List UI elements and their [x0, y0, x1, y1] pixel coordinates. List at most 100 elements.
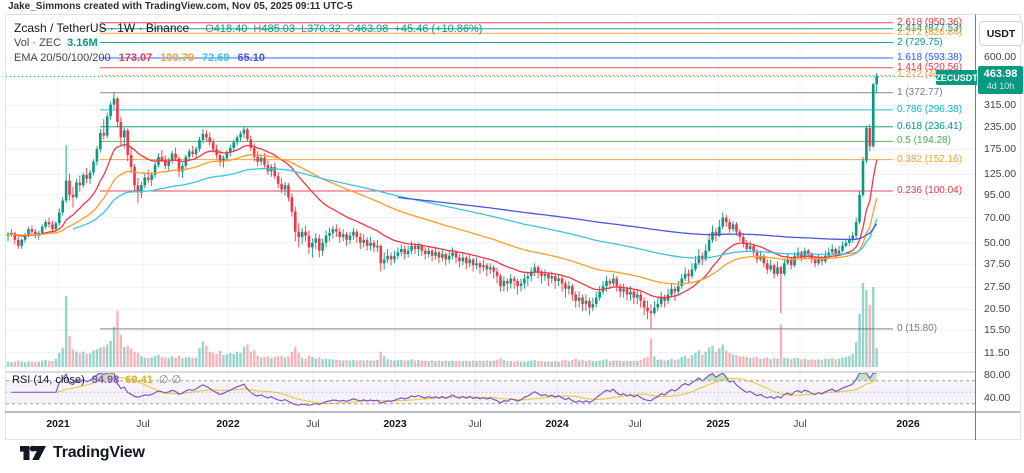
volume-bar	[533, 359, 536, 367]
candle	[406, 250, 410, 255]
candle	[844, 242, 848, 246]
volume-bar	[232, 353, 235, 367]
volume-legend-row[interactable]: Vol · ZEC 3.16M	[14, 37, 98, 49]
ema-legend-row[interactable]: EMA 20/50/100/200 173.07 100.79 72.69 65.10	[14, 52, 265, 64]
volume-bar	[188, 356, 191, 367]
symbol-legend-row[interactable]: Zcash / TetherUS · 1W · Binance O418.40 H4…	[14, 21, 482, 35]
volume-bar	[174, 357, 177, 367]
candle	[868, 128, 872, 147]
candle	[300, 231, 304, 238]
volume-bar	[34, 362, 37, 367]
candle	[622, 288, 625, 292]
currency-unit-button[interactable]: USDT	[979, 21, 1023, 46]
ema200-line	[397, 196, 878, 241]
volume-bar	[646, 356, 649, 367]
candle	[471, 259, 475, 266]
candle	[276, 176, 280, 184]
volume-bar	[389, 359, 393, 367]
candle	[444, 254, 448, 260]
fib-label-2: 2 (729.75)	[897, 36, 943, 48]
volume-bar	[523, 361, 526, 367]
tradingview-footer-link[interactable]: TradingView	[20, 443, 145, 463]
candle	[78, 182, 82, 186]
candle	[88, 172, 92, 179]
price-tick: 20.50	[984, 303, 1011, 316]
rsi-legend-row[interactable]: RSI (14, close) 94.98 69.41 ∅ ∅	[12, 373, 181, 386]
candle	[841, 245, 844, 251]
volume-bar	[417, 359, 420, 367]
candle	[670, 288, 673, 295]
candle	[252, 147, 256, 157]
candle	[581, 297, 584, 305]
volume-bar	[318, 357, 321, 367]
volume-value: 3.16M	[67, 37, 98, 49]
ema50-line	[8, 154, 878, 285]
time-tick-Jul: Jul	[468, 418, 482, 430]
candle	[834, 249, 837, 255]
candle	[304, 231, 307, 236]
candle	[618, 286, 622, 292]
change-value: +45.46 (+10.86%)	[394, 23, 483, 35]
volume-bar	[564, 359, 567, 367]
candle	[71, 194, 75, 198]
candle	[85, 174, 88, 179]
candle	[352, 231, 355, 236]
volume-bar	[338, 359, 341, 367]
volume-bar	[328, 359, 331, 367]
volume-bar	[820, 359, 824, 367]
volume-bar	[677, 359, 680, 367]
volume-bar	[683, 355, 687, 367]
volume-bar	[519, 361, 523, 367]
volume-bar	[489, 361, 492, 367]
candle	[6, 234, 10, 236]
candle	[871, 84, 875, 147]
candle	[160, 156, 164, 160]
volume-bar	[253, 350, 256, 367]
symbol-price-badge: ZECUSDT	[935, 70, 978, 85]
volume-bar	[447, 361, 451, 367]
price-tick: 50.00	[984, 236, 1011, 249]
tradingview-brand-text: TradingView	[53, 444, 145, 461]
candle	[495, 271, 499, 277]
volume-bar	[92, 350, 95, 367]
candle	[769, 265, 772, 270]
candle	[307, 235, 311, 248]
volume-bar	[68, 336, 71, 367]
time-tick-2022: 2022	[216, 418, 240, 430]
chart-canvas[interactable]	[0, 0, 1024, 440]
volume-bar	[752, 357, 755, 367]
candle	[218, 154, 222, 162]
volume-bar	[239, 352, 242, 367]
volume-bar	[577, 360, 581, 367]
volume-bar	[324, 358, 328, 367]
candle	[800, 252, 803, 258]
candle	[75, 182, 78, 198]
fib-label-1.618: 1.618 (593.38)	[897, 51, 963, 63]
candle	[820, 257, 824, 262]
candle	[263, 157, 266, 165]
bar-countdown: 4d 10h	[986, 81, 1015, 91]
volume-bar	[779, 324, 783, 367]
candle	[338, 231, 342, 238]
volume-bar	[129, 348, 133, 367]
fib-label-2.272: 2.272 (826.84)	[897, 27, 963, 39]
candle	[642, 300, 646, 308]
candle	[146, 177, 150, 180]
volume-bar	[574, 358, 577, 367]
candle	[198, 139, 201, 149]
volume-bar	[854, 342, 858, 367]
price-tick: 70.00	[984, 211, 1011, 224]
volume-bar	[229, 352, 232, 367]
candle	[464, 257, 468, 264]
volume-bar	[444, 360, 447, 367]
volume-bar	[164, 357, 167, 367]
candle	[567, 286, 571, 289]
volume-bar	[697, 350, 701, 367]
rsi-tick: 40.00	[984, 392, 1011, 404]
volume-bar	[263, 356, 266, 367]
candle	[694, 263, 697, 270]
candle	[659, 297, 663, 305]
candle	[341, 234, 345, 238]
candle	[704, 250, 707, 260]
candle	[51, 224, 54, 230]
